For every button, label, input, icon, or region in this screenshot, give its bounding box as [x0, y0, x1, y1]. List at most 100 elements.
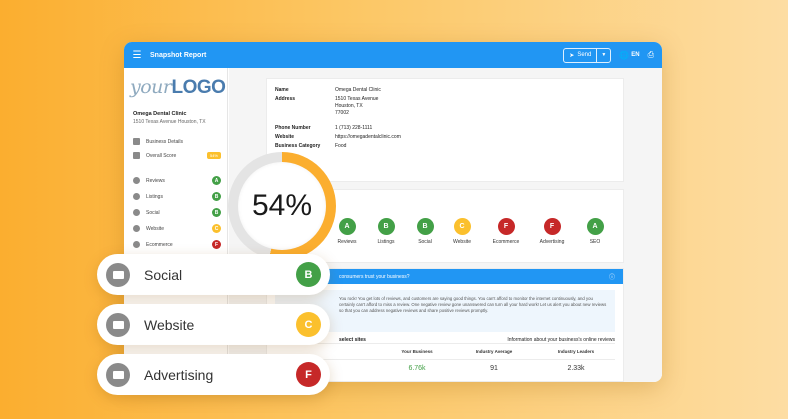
grade-badge: B	[212, 192, 221, 201]
chat-icon	[133, 209, 140, 216]
grade-circle: A	[586, 218, 604, 235]
column-header: Industry Leaders	[557, 349, 595, 354]
send-button-main[interactable]: ➤ Send	[564, 52, 596, 59]
trust-header-text: consumers trust your business?	[339, 273, 410, 280]
browser-icon	[106, 312, 130, 337]
column-header: Industry Average	[475, 349, 513, 354]
pill-label: Advertising	[144, 366, 214, 383]
business-info-card: Name Omega Dental Clinic Address 1510 Te…	[266, 78, 624, 182]
sidebar-item-ecommerce[interactable]: Ecommerce F	[133, 240, 221, 249]
grade-ecommerce[interactable]: F Ecommerce	[486, 218, 526, 245]
sidebar-item-overall-score[interactable]: Overall Score 54%	[133, 152, 221, 159]
grade-advertising[interactable]: F Advertising	[532, 218, 572, 245]
list-icon	[133, 193, 140, 200]
grade-social[interactable]: B Social	[405, 218, 445, 245]
grade-circle: F	[497, 218, 515, 235]
sidebar-item-social[interactable]: Social B	[133, 208, 221, 217]
sites-info-label: Information about your business's online…	[507, 337, 615, 343]
send-label: Send	[577, 52, 592, 58]
grade-label: SEO	[589, 239, 601, 245]
overall-score-gauge: 54%	[228, 152, 336, 260]
sidebar-item-label: Overall Score	[146, 152, 177, 159]
grade-label: Listings	[377, 239, 395, 245]
pill-social[interactable]: Social B	[97, 254, 330, 295]
address-line: 1510 Texas Avenue	[335, 96, 379, 102]
info-label: Phone Number	[275, 125, 311, 131]
grade-badge: C	[212, 224, 221, 233]
divider	[275, 359, 615, 360]
logo-part-1: your	[130, 76, 172, 98]
sidebar-item-label: Business Details	[146, 138, 183, 145]
overall-score-value: 54%	[238, 162, 326, 250]
language-selector[interactable]: 🌐 EN	[619, 51, 639, 60]
logo: yourLOGO	[130, 76, 226, 99]
sidebar-business-address: 1510 Texas Avenue Houston, TX	[133, 119, 206, 125]
info-row-phone: Phone Number 1 (713) 228-1111	[275, 125, 623, 132]
grade-label: Advertising	[539, 239, 565, 245]
send-button[interactable]: ➤ Send ▼	[563, 47, 612, 63]
top-actions: ➤ Send ▼ 🌐 EN ⎙	[563, 47, 662, 63]
sidebar-item-reviews[interactable]: Reviews A	[133, 176, 221, 185]
grade-label: Reviews	[337, 239, 357, 245]
sidebar-item-label: Ecommerce	[146, 241, 173, 248]
megaphone-icon	[106, 362, 130, 387]
sidebar-item-website[interactable]: Website C	[133, 224, 221, 233]
score-badge: 54%	[206, 152, 221, 159]
grade-badge: A	[212, 176, 221, 185]
hamburger-icon[interactable]: ☰	[132, 49, 142, 61]
value-industry-leaders: 2.33k	[567, 365, 585, 372]
grade-listings[interactable]: B Listings	[366, 218, 406, 245]
print-icon[interactable]: ⎙	[647, 50, 654, 59]
review-sites-header: select sites Information about your busi…	[339, 337, 623, 343]
building-icon	[133, 138, 140, 145]
send-icon: ➤	[569, 52, 575, 59]
sidebar-item-label: Social	[146, 209, 160, 216]
grade-seo[interactable]: A SEO	[575, 218, 615, 245]
sidebar-item-label: Listings	[146, 193, 163, 200]
chart-icon	[133, 152, 140, 159]
grade-label: Social	[418, 239, 432, 245]
info-row-category: Business Category Food	[275, 143, 623, 150]
chat-icon	[106, 262, 130, 287]
grade-website[interactable]: C Website	[442, 218, 482, 245]
info-value: 1510 Texas Avenue Houston, TX 77002	[335, 96, 378, 117]
grade-circle: B	[416, 218, 434, 235]
info-value: 1 (713) 228-1111	[335, 125, 373, 131]
pill-advertising[interactable]: Advertising F	[97, 354, 330, 395]
info-label: Website	[275, 134, 295, 140]
browser-icon	[133, 225, 140, 232]
trust-message: You rock! You get lots of reviews, and c…	[275, 290, 615, 332]
sidebar-item-label: Website	[146, 225, 164, 232]
info-label: Name	[275, 87, 289, 93]
grade-circle: C	[453, 218, 471, 235]
grade-badge: F	[212, 240, 221, 249]
sidebar-item-business-details[interactable]: Business Details	[133, 138, 221, 145]
info-value[interactable]: https://omegadentalclinic.com	[335, 134, 401, 140]
grade-badge: B	[212, 208, 221, 217]
sidebar-business-name: Omega Dental Clinic	[133, 111, 187, 117]
select-sites-label[interactable]: select sites	[339, 337, 366, 343]
language-label: EN	[631, 52, 640, 58]
top-bar: ☰ Snapshot Report ➤ Send ▼ 🌐 EN ⎙	[124, 42, 662, 68]
info-row-website: Website https://omegadentalclinic.com	[275, 134, 623, 141]
star-icon	[133, 177, 140, 184]
info-label: Address	[275, 96, 296, 102]
grade-label: Website	[453, 239, 471, 245]
logo-part-2: LOGO	[171, 77, 226, 98]
cart-icon	[133, 241, 140, 248]
sidebar-item-listings[interactable]: Listings B	[133, 192, 221, 201]
grade-circle: F	[543, 218, 561, 235]
info-row-address: Address 1510 Texas Avenue Houston, TX 77…	[275, 96, 623, 117]
info-icon[interactable]: ⓘ	[608, 275, 615, 281]
chevron-down-icon[interactable]: ▼	[596, 48, 610, 62]
info-value: Omega Dental Clinic	[335, 87, 381, 93]
pill-grade: F	[296, 362, 321, 387]
address-line: Houston, TX	[335, 103, 363, 109]
value-your-business: 6.76k	[408, 365, 426, 372]
grade-reviews[interactable]: A Reviews	[327, 218, 367, 245]
pill-website[interactable]: Website C	[97, 304, 330, 345]
globe-icon: 🌐	[619, 50, 630, 60]
grade-label: Ecommerce	[492, 239, 520, 245]
divider	[275, 343, 615, 344]
sidebar-item-label: Reviews	[146, 177, 165, 184]
